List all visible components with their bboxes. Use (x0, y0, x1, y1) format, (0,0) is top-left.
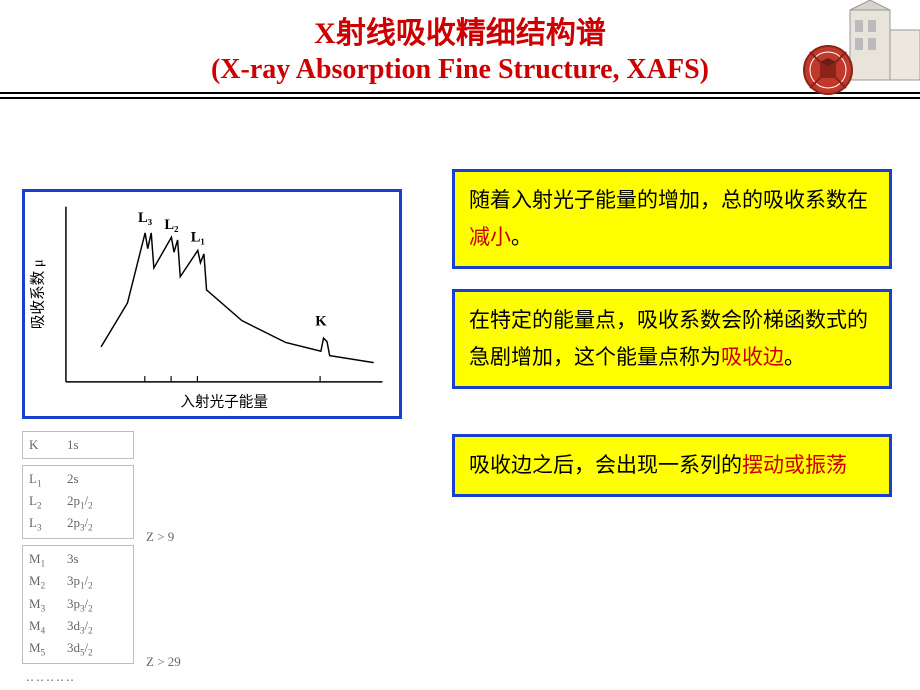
shell-row: M53d5/2 (29, 638, 127, 660)
slide-header: X射线吸收精细结构谱 (X-ray Absorption Fine Struct… (0, 0, 920, 86)
shell-row: M43d3/2 (29, 616, 127, 638)
svg-text:L₁: L₁ (191, 229, 205, 245)
highlight-text: 减小 (469, 225, 511, 249)
svg-text:L₃: L₃ (138, 210, 153, 226)
body-text: 。 (511, 225, 532, 249)
svg-text:吸收系数 μ: 吸收系数 μ (30, 259, 47, 329)
slide-content: L₃ L₂ L₁ K 吸收系数 μ 入射光子能量 K1s L12sL22p1/2L32p3/… (0, 99, 920, 679)
svg-text:L₂: L₂ (164, 217, 178, 233)
shell-group: L12sL22p1/2L32p3/2 (22, 465, 134, 540)
shell-row: K1s (29, 435, 127, 455)
divider-1 (0, 92, 920, 94)
title-chinese: X射线吸收精细结构谱 (0, 8, 920, 52)
shell-group: M13sM23p1/2M33p3/2M43d3/2M53d5/2 (22, 545, 134, 664)
info-box-3: 吸收边之后，会出现一系列的摆动或振荡 (452, 434, 892, 497)
ellipsis: ‥‥‥‥‥ (26, 670, 181, 685)
shell-condition: Z > 29 (146, 654, 181, 670)
svg-text:入射光子能量: 入射光子能量 (180, 393, 268, 410)
info-box-1: 随着入射光子能量的增加，总的吸收系数在减小。 (452, 169, 892, 269)
university-logo (800, 0, 920, 110)
highlight-text: 吸收边 (721, 345, 784, 369)
svg-text:K: K (315, 313, 327, 329)
shell-row: M33p3/2 (29, 594, 127, 616)
shell-condition: Z > 9 (146, 529, 174, 545)
shell-row: L12s (29, 469, 127, 491)
body-text: 。 (784, 345, 805, 369)
shell-tables: K1s L12sL22p1/2L32p3/2 Z > 9 M13sM23p1/2M33… (22, 431, 181, 685)
highlight-text: 摆动或振荡 (742, 453, 847, 477)
info-box-2: 在特定的能量点，吸收系数会阶梯函数式的急剧增加，这个能量点称为吸收边。 (452, 289, 892, 389)
shell-row: L32p3/2 (29, 513, 127, 535)
shell-row: M13s (29, 549, 127, 571)
title-english: (X-ray Absorption Fine Structure, XAFS) (0, 54, 920, 86)
absorption-chart: L₃ L₂ L₁ K 吸收系数 μ 入射光子能量 (22, 189, 402, 419)
shell-row: L22p1/2 (29, 491, 127, 513)
shell-row: M23p1/2 (29, 571, 127, 593)
body-text: 随着入射光子能量的增加，总的吸收系数在 (469, 188, 868, 212)
body-text: 吸收边之后，会出现一系列的 (469, 453, 742, 477)
shell-group: K1s (22, 431, 134, 459)
body-text: 在特定的能量点，吸收系数会阶梯函数式的急剧增加，这个能量点称为 (469, 308, 868, 369)
